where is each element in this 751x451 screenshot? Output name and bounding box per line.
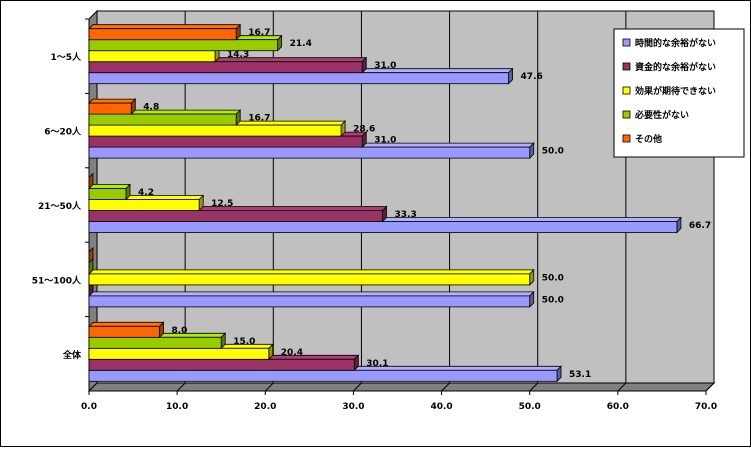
legend-swatch <box>622 110 631 119</box>
data-label: 50.0 <box>542 273 564 283</box>
bar-top-face <box>88 321 165 327</box>
data-label: 53.1 <box>569 370 591 380</box>
x-tick-label: 50.0 <box>519 402 541 412</box>
bar <box>88 347 270 360</box>
data-label: 12.5 <box>211 199 233 209</box>
x-tick-label: 30.0 <box>342 402 364 412</box>
legend-label: 効果が期待できない <box>635 85 716 97</box>
category-label: 1～5人 <box>50 51 82 63</box>
bar <box>88 39 279 52</box>
bar <box>88 358 355 371</box>
gridline-floor <box>617 382 627 392</box>
gridline-floor <box>353 382 362 392</box>
bar-end-face <box>88 246 94 264</box>
bar-top-face <box>88 98 137 104</box>
data-label: 50.0 <box>542 147 564 157</box>
bar <box>88 50 216 63</box>
data-label: 4.2 <box>138 188 154 198</box>
bar-end-face <box>88 172 94 190</box>
legend-swatch <box>622 134 631 143</box>
bar <box>88 210 383 222</box>
data-label: 50.0 <box>542 295 564 305</box>
bar <box>88 336 222 349</box>
data-label: 47.6 <box>521 72 543 82</box>
bar <box>88 199 200 211</box>
bar <box>88 113 237 126</box>
category-label: 51～100人 <box>32 274 82 286</box>
bar <box>88 325 160 338</box>
legend-box <box>613 28 745 158</box>
bar <box>88 61 363 74</box>
legend-swatch <box>622 38 631 47</box>
data-label: 20.4 <box>281 348 303 358</box>
x-tick-label: 10.0 <box>166 402 188 412</box>
data-label: 31.0 <box>374 61 396 71</box>
gridline-floor <box>529 382 539 392</box>
bar <box>88 135 363 148</box>
bar-top-face <box>88 269 535 275</box>
data-label: 21.4 <box>290 39 312 49</box>
bar <box>88 188 127 200</box>
bar <box>88 72 509 85</box>
bar-top-face <box>88 24 242 30</box>
data-label: 15.0 <box>233 337 255 347</box>
category-label: 全体 <box>62 349 82 361</box>
plot-floor <box>87 382 716 392</box>
x-tick-label: 20.0 <box>254 402 276 412</box>
legend-label: その他 <box>635 133 662 145</box>
data-label: 31.0 <box>374 136 396 146</box>
data-label: 4.8 <box>143 103 159 113</box>
legend-label: 時間的な余裕がない <box>635 37 716 49</box>
bar <box>88 295 531 308</box>
data-label: 66.7 <box>689 221 711 231</box>
bar <box>88 124 342 137</box>
bar <box>88 273 531 286</box>
bar <box>88 369 558 382</box>
data-label: 30.1 <box>366 359 388 369</box>
legend-swatch <box>622 86 631 95</box>
x-tick-label: 70.0 <box>695 402 717 412</box>
data-label: 28.6 <box>353 125 375 135</box>
data-label: 16.7 <box>248 28 270 38</box>
category-label: 6～20人 <box>44 126 82 138</box>
legend-label: 必要性がない <box>634 109 689 121</box>
gridline-floor <box>441 382 450 392</box>
bar <box>88 221 678 233</box>
x-tick-label: 60.0 <box>607 402 629 412</box>
gridline-floor <box>705 382 715 392</box>
x-tick-label: 0.0 <box>81 402 97 412</box>
category-label: 21～50人 <box>38 200 82 212</box>
bar <box>88 146 531 159</box>
gridline-floor <box>264 382 274 392</box>
bar-top-face <box>88 184 131 189</box>
bar <box>88 102 132 115</box>
x-tick-label: 40.0 <box>430 402 452 412</box>
data-label: 14.3 <box>227 50 249 60</box>
legend-swatch <box>622 62 631 71</box>
data-label: 16.7 <box>248 114 270 124</box>
bar <box>88 28 237 41</box>
gridline-floor <box>176 382 186 392</box>
legend-label: 資金的な余裕がない <box>635 61 716 73</box>
data-label: 8.0 <box>172 326 188 336</box>
data-label: 33.3 <box>395 210 417 220</box>
bar-top-face <box>88 291 535 297</box>
